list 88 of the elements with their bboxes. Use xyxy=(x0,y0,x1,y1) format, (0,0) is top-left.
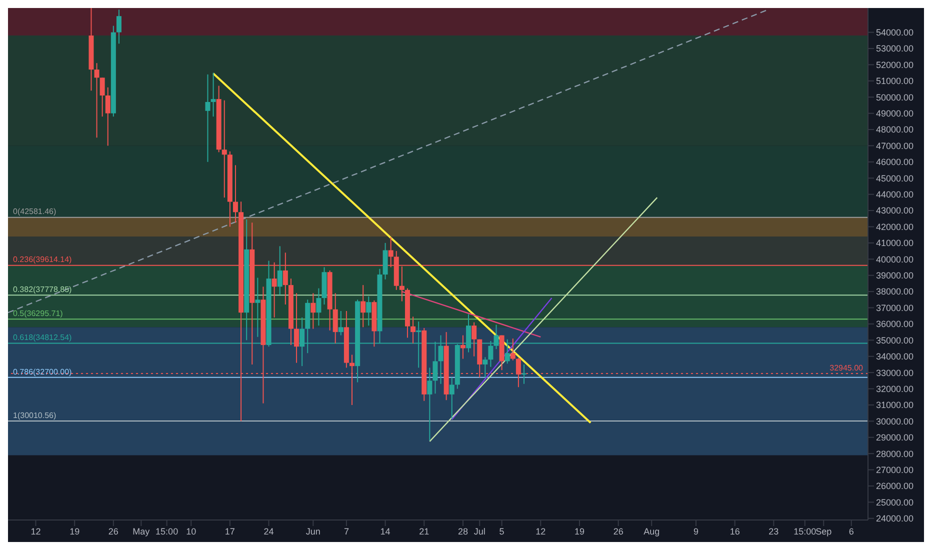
x-tick-label: 12 xyxy=(30,526,41,536)
candlestick xyxy=(366,296,372,326)
y-tick-label: 50000.00 xyxy=(876,92,914,102)
candlestick xyxy=(510,338,516,361)
ref-line-label: 0.786(32700.00) xyxy=(13,367,72,376)
candlestick xyxy=(332,292,338,344)
x-tick-label: 17 xyxy=(224,526,235,536)
x-tick-label: 6 xyxy=(848,526,854,536)
x-tick-label: 28 xyxy=(458,526,468,536)
ref-line-label: 1(30010.56) xyxy=(13,410,56,420)
x-tick-label: 5 xyxy=(499,526,504,536)
y-tick-label: 46000.00 xyxy=(876,157,914,168)
x-tick-label: 15:00 xyxy=(156,526,178,536)
x-tick-label: 24 xyxy=(264,526,274,536)
x-tick-label: 14 xyxy=(380,526,390,536)
y-tick-label: 34000.00 xyxy=(876,352,914,362)
candlestick xyxy=(205,74,210,162)
ref-line-label: 0.618(34812.54) xyxy=(13,333,72,342)
candlestick xyxy=(255,277,260,338)
x-tick-label: Jul xyxy=(474,526,486,536)
candlestick xyxy=(482,356,488,378)
y-tick-label: 52000.00 xyxy=(876,60,914,70)
y-tick-label: 40000.00 xyxy=(876,254,914,264)
y-tick-label: 43000.00 xyxy=(876,206,914,216)
candlestick xyxy=(427,367,432,442)
candlestick xyxy=(277,246,282,296)
y-tick-label: 28000.00 xyxy=(876,448,914,459)
y-tick-label: 48000.00 xyxy=(876,124,914,135)
y-tick-label: 39000.00 xyxy=(876,270,914,281)
x-tick-label: 21 xyxy=(419,526,430,536)
candlestick xyxy=(232,164,238,224)
y-tick-label: 37000.00 xyxy=(876,302,914,313)
y-tick-label: 29000.00 xyxy=(876,432,914,443)
x-tick-label: Sep xyxy=(816,526,832,536)
x-tick-label: 15:00 xyxy=(794,526,816,536)
y-tick-label: 47000.00 xyxy=(876,140,914,151)
ref-line-label: 0.236(39614.14) xyxy=(13,255,72,264)
candlestick xyxy=(105,86,110,146)
candlestick xyxy=(316,288,322,326)
y-tick-label: 36000.00 xyxy=(876,319,914,330)
y-tick-label: 24000.00 xyxy=(876,514,914,524)
y-tick-label: 25000.00 xyxy=(876,497,914,508)
x-tick-label: 19 xyxy=(574,526,584,536)
candlestick xyxy=(294,292,300,364)
x-tick-label: 7 xyxy=(344,526,349,536)
x-tick-label: 16 xyxy=(730,526,740,536)
ref-line-label: 32945.00 xyxy=(830,363,864,372)
candlestick xyxy=(116,9,122,44)
candlestick xyxy=(472,322,477,357)
x-tick-label: 19 xyxy=(70,526,80,536)
ref-line-label: 0.5(36295.71) xyxy=(13,309,64,318)
ref-line-label: 0.382(37778.85) xyxy=(13,284,72,294)
x-tick-label: 26 xyxy=(108,526,118,536)
y-tick-label: 26000.00 xyxy=(876,481,914,492)
x-tick-label: 10 xyxy=(186,526,196,536)
y-tick-label: 51000.00 xyxy=(876,76,914,86)
x-tick-label: Jun xyxy=(306,526,320,536)
y-tick-label: 49000.00 xyxy=(876,108,914,119)
x-tick-label: 12 xyxy=(536,526,546,536)
y-tick-label: 54000.00 xyxy=(876,28,914,38)
candlestick xyxy=(449,376,454,420)
x-tick-label: 9 xyxy=(693,526,699,536)
y-tick-label: 30000.00 xyxy=(876,416,914,426)
x-tick-label: 26 xyxy=(613,526,624,536)
candlestick xyxy=(460,334,466,360)
x-tick-label: May xyxy=(132,526,150,536)
y-tick-label: 38000.00 xyxy=(876,286,914,297)
y-tick-label: 42000.00 xyxy=(876,222,914,232)
y-tick-label: 33000.00 xyxy=(876,368,914,378)
y-tick-label: 41000.00 xyxy=(876,238,914,248)
y-tick-label: 53000.00 xyxy=(876,44,914,54)
candlestick xyxy=(410,316,416,344)
candlestick xyxy=(338,310,344,336)
candlestick xyxy=(94,62,100,138)
x-tick-label: Aug xyxy=(644,526,660,536)
y-tick-label: 35000.00 xyxy=(876,335,914,346)
y-tick-label: 44000.00 xyxy=(876,190,914,200)
ref-line-label: 0(42581.46) xyxy=(13,207,56,216)
y-tick-label: 45000.00 xyxy=(876,173,914,184)
candlestick xyxy=(210,72,216,118)
candlestick xyxy=(222,100,227,198)
y-tick-label: 27000.00 xyxy=(876,464,914,475)
candlestick xyxy=(310,292,316,330)
y-tick-label: 31000.00 xyxy=(876,400,914,410)
candlestick xyxy=(100,77,105,118)
x-tick-label: 23 xyxy=(768,526,779,536)
y-tick-label: 32000.00 xyxy=(876,384,914,394)
candlestick xyxy=(360,284,366,328)
